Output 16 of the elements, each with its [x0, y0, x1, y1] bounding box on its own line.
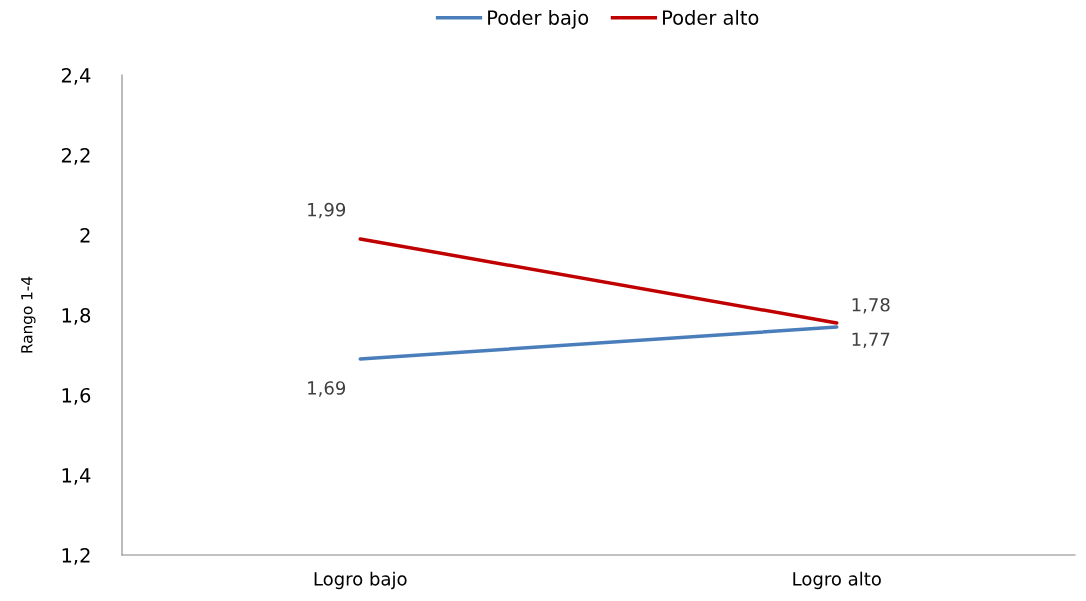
- legend-label: Poder alto: [663, 9, 759, 25]
- y-tick-label: 1,6: [62, 387, 91, 405]
- y-axis-title: Rango 1-4: [21, 276, 36, 353]
- data-label: 1,69: [308, 381, 346, 397]
- legend-label: Poder bajo: [488, 9, 589, 29]
- x-tick-label: Logro alto: [793, 571, 881, 590]
- y-tick-label: 1,4: [62, 468, 91, 485]
- data-label: 1,78: [852, 297, 890, 314]
- y-tick-label: 1,2: [62, 547, 90, 565]
- x-tick-label: Logro bajo: [314, 571, 407, 590]
- y-tick-label: 2: [80, 227, 90, 243]
- data-label: 1,99: [308, 202, 346, 219]
- data-label: 1,77: [852, 332, 890, 348]
- y-tick-label: 2,4: [61, 67, 91, 85]
- y-tick-label: 2,2: [61, 147, 90, 165]
- y-tick-label: 1,8: [62, 307, 91, 325]
